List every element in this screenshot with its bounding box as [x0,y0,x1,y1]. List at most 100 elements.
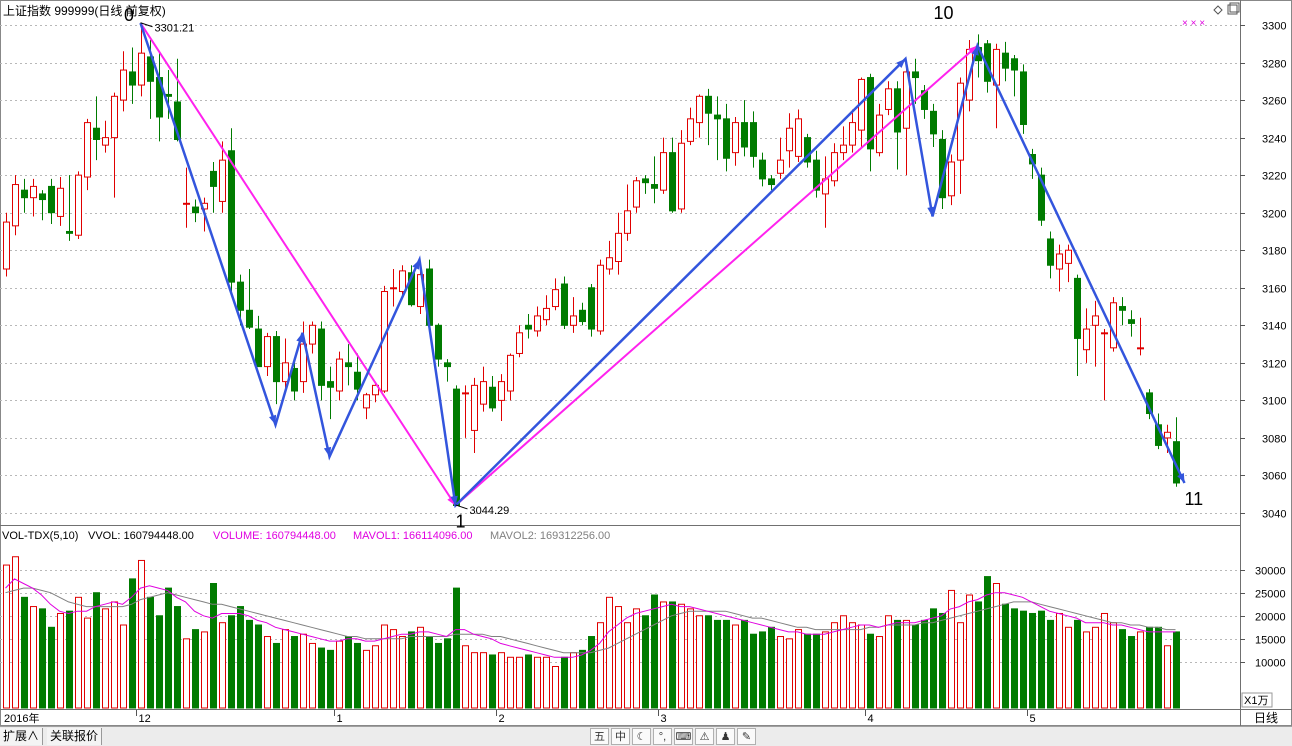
warning-icon[interactable]: ⚠ [695,728,714,745]
volume-bar-down [129,578,136,709]
candle-up [615,212,622,275]
candle-up [516,325,523,358]
vol-indicator-name: VOL-TDX(5,10) [2,530,78,542]
user-icon[interactable]: ♟ [716,728,735,745]
wave-count-label: 11 [1185,489,1204,509]
keyboard-icon[interactable]: ⌨ [674,728,693,745]
punctuation-icon[interactable]: °, [653,728,672,745]
volume-bar-up [264,636,271,709]
candle-down [714,96,721,161]
toolbar-btn-wubi[interactable]: 五 [590,728,609,745]
candle-up [696,94,703,138]
candle-up [660,137,667,194]
candle-body [327,381,334,388]
volume-bar-up [1065,626,1072,709]
candle-body [669,152,676,212]
candle-down [1047,231,1054,279]
candle-up [1083,308,1090,363]
tab-expand[interactable]: 扩展∧ [0,728,44,745]
volume-bar-down [930,608,937,709]
candle-body [714,114,721,120]
candle-body [588,287,595,330]
candle-up [390,269,397,307]
candle-body [1128,319,1135,324]
blue-wave-line-arrowhead [323,446,332,457]
candle-down [1119,297,1126,326]
candle-body [1164,431,1171,439]
candle-body [1137,347,1144,350]
candle-down [93,96,100,161]
volume-bar-down [561,656,568,709]
candle-body [948,161,955,197]
volume-bar-down [156,615,163,709]
candle-body [3,221,10,270]
price-tick-label: 3220 [1262,171,1286,183]
candle-down [39,190,46,221]
mavol1-value: MAVOL1: 166114096.00 [353,530,472,542]
volume-bar-up [606,596,613,709]
candle-body [75,174,82,236]
volume-bar-up [102,608,109,709]
volume-bar-up [498,652,505,709]
diamond-icon[interactable] [1213,5,1223,15]
candle-down [147,40,154,119]
volume-bar-down [66,610,73,709]
candle-up [1056,244,1063,292]
volume-bar-up [831,622,838,709]
candle-body [165,93,172,97]
price-annotations: 3301.21 3044.29 0 1 10 11 [124,3,1203,531]
candle-body [336,358,343,392]
tab-related-quotes[interactable]: 关联报价 [47,728,103,745]
maximize-icon[interactable] [1227,4,1238,15]
candle-body [660,152,667,191]
volume-bar-up [840,615,847,709]
volume-bar-up [282,629,289,709]
volume-bar-down [345,636,352,709]
candle-down [579,302,586,326]
price-annotation-label: 3301.21 [155,23,195,35]
candle-body [867,77,874,150]
candle-up [1092,300,1099,367]
candle-body [1002,52,1009,69]
volume-unit-box[interactable] [1241,692,1273,708]
restore-icon[interactable] [1229,2,1240,13]
volume-tick-label: 10000 [1255,658,1286,670]
volume-bar-down [1020,610,1027,709]
window-controls[interactable] [1213,2,1240,15]
period-label[interactable]: 日线 [1254,711,1278,725]
volume-bar-up [381,624,388,709]
candle-down [228,128,235,292]
candle-down [345,344,352,386]
bottom-bar: 扩展∧ 关联报价 五 中 ☾ °, ⌨ ⚠ ♟ ✎ [0,726,1292,746]
volume-bar-up [660,601,667,709]
volume-bar-down [705,615,712,709]
volume-bar-up [75,596,82,709]
candle-down [156,51,163,142]
volume-bar-down [165,587,172,709]
candle-down [273,330,280,405]
candle-body [921,90,928,110]
volume-bar-down [804,633,811,709]
volume-bar-down [489,654,496,709]
candle-body [840,144,847,154]
wrench-icon[interactable]: ✎ [737,728,756,745]
candle-body [849,122,856,146]
candle-body [615,232,622,262]
candle-down [318,321,325,401]
candle-body [84,122,91,178]
volume-bar-down [1074,619,1081,709]
candle-up [102,120,109,153]
price-axis: 3040 3060 3080 3100 3120 3140 3160 3180 3200 3220… [1240,21,1286,521]
candle-down [1173,417,1180,487]
price-tick-label: 3040 [1262,509,1286,521]
volume-bar-down [984,576,991,709]
volume-bar-up [120,624,127,709]
volume-bar-down [750,633,757,709]
volume-bar-down [669,601,676,709]
candle-body [219,159,226,202]
candle-body [570,315,577,326]
date-tick-label: 3 [661,713,667,725]
moon-icon[interactable]: ☾ [632,728,651,745]
toolbar-btn-chinese[interactable]: 中 [611,728,630,745]
